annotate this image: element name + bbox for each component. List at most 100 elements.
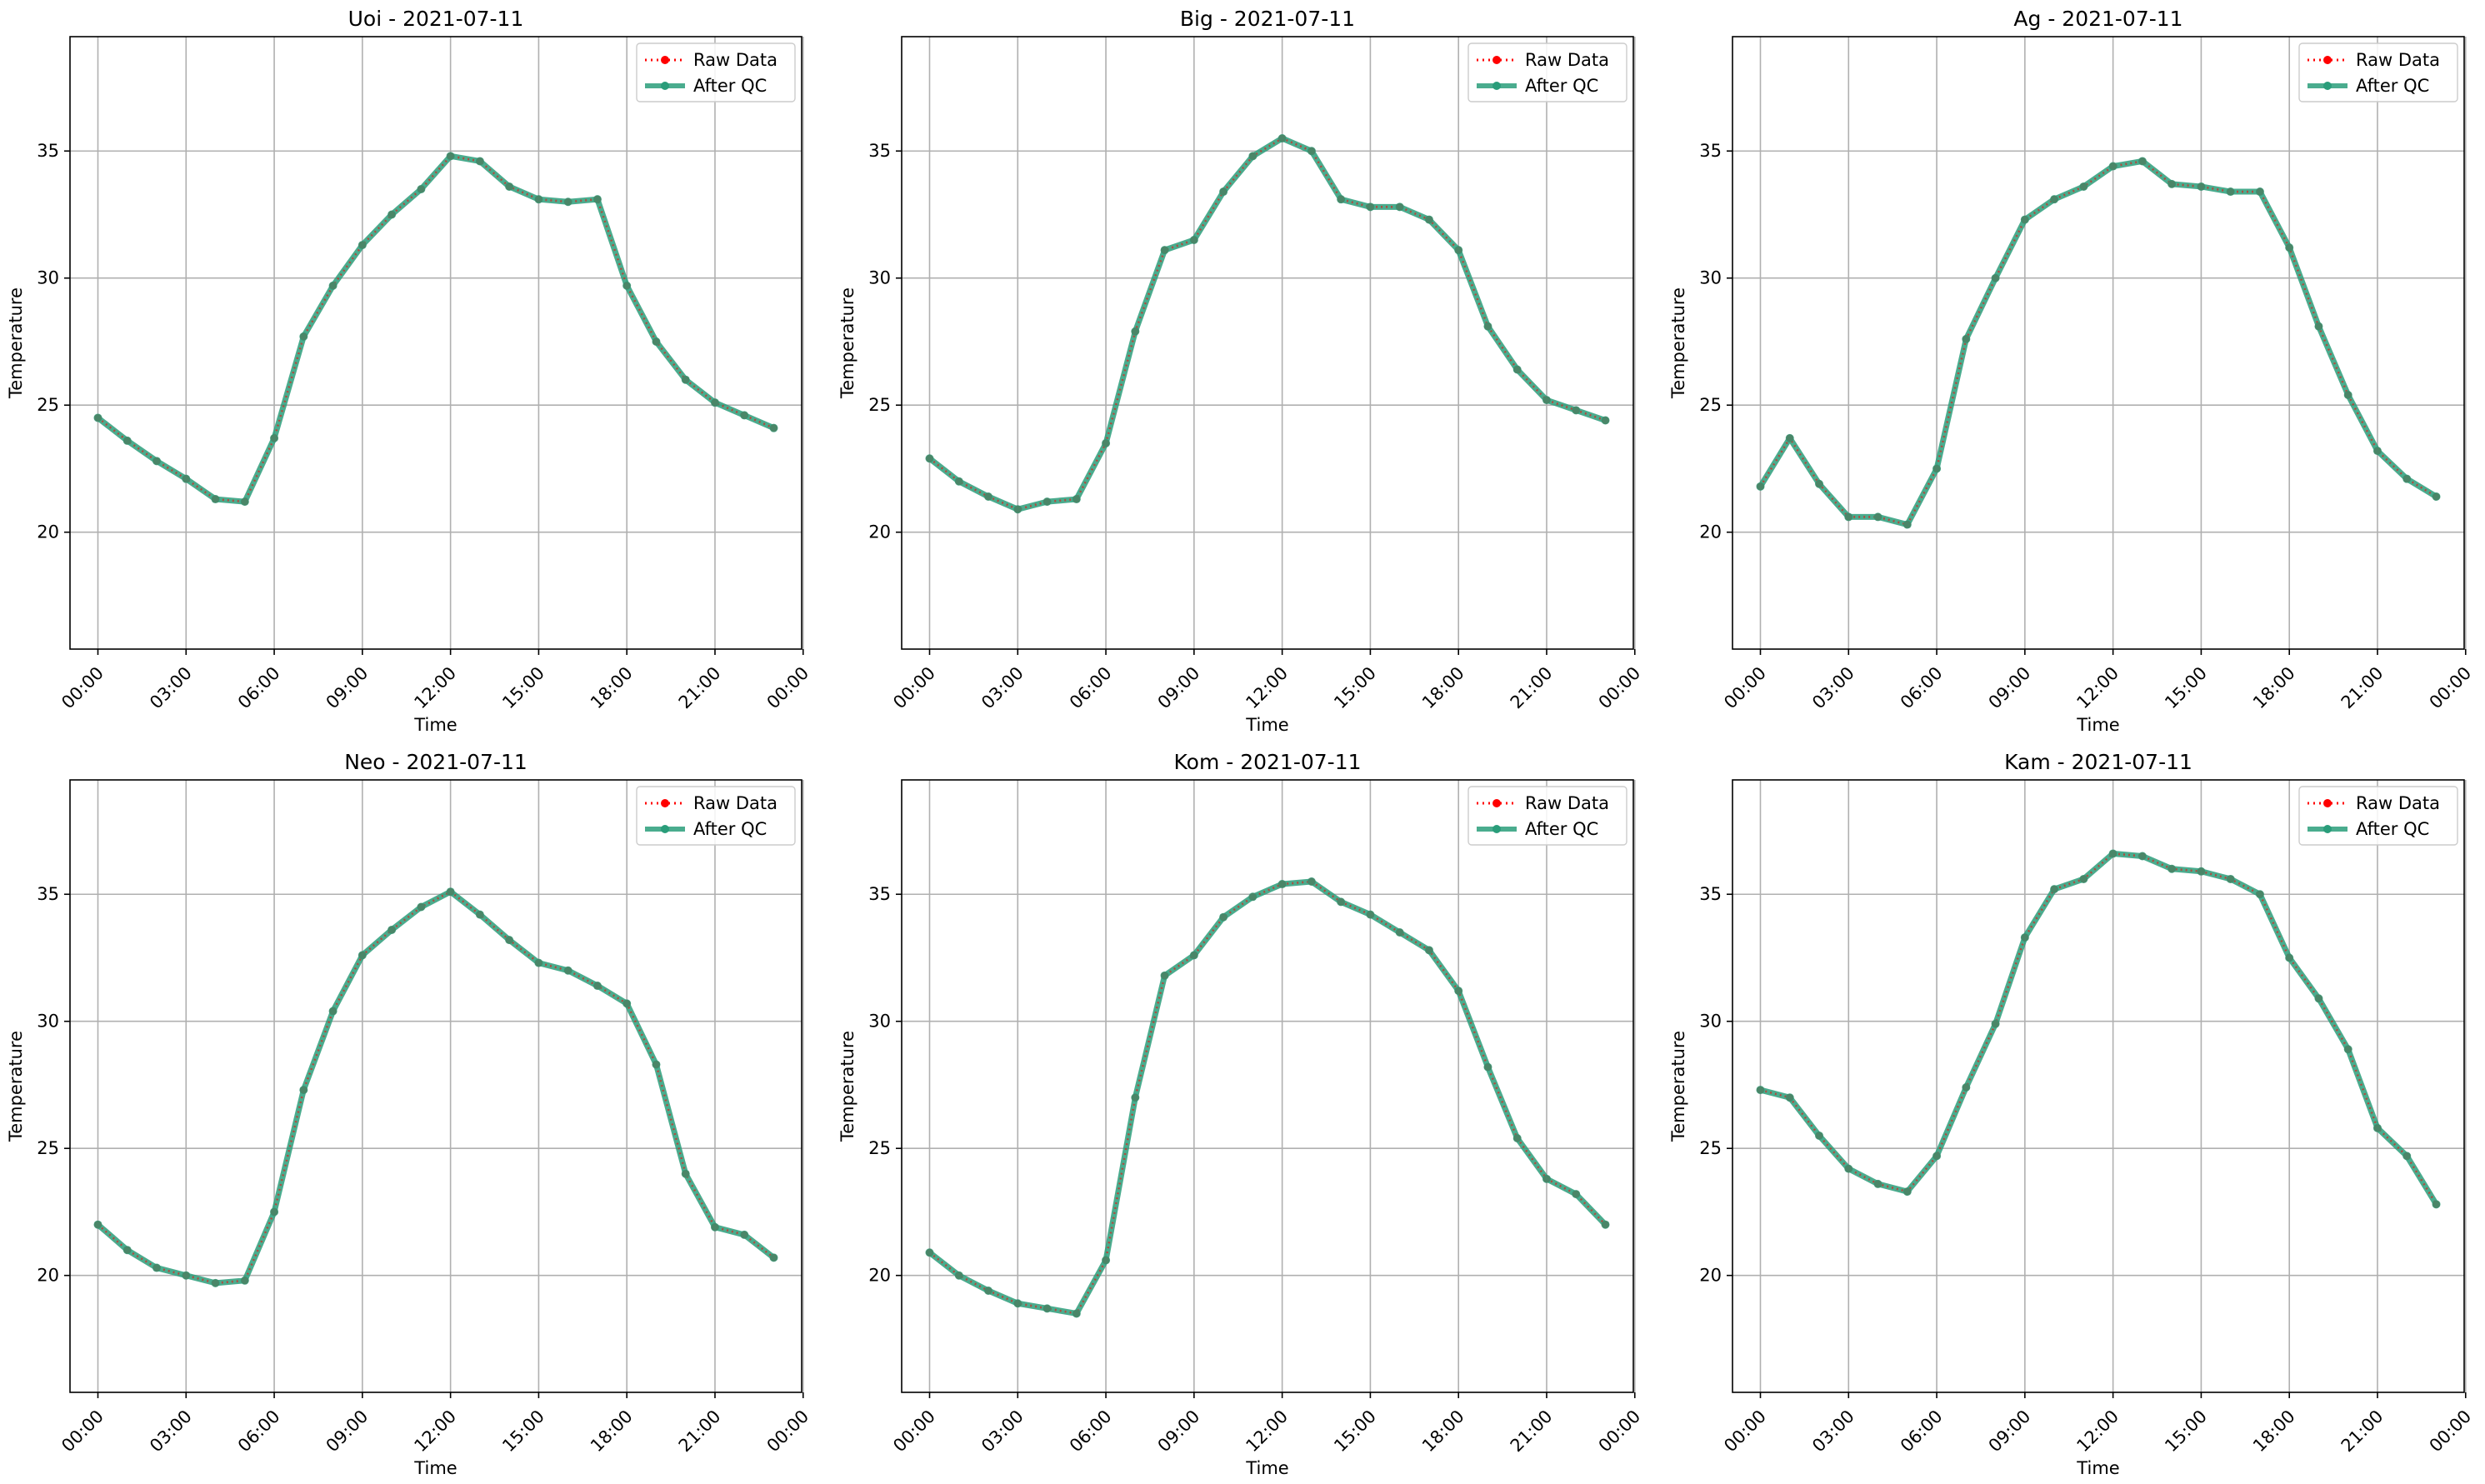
x-tick-label: 12:00	[1242, 663, 1292, 713]
point-after-qc	[681, 375, 690, 384]
point-after-qc	[417, 184, 426, 193]
point-after-qc	[270, 433, 279, 442]
point-after-qc	[1991, 1019, 2000, 1028]
y-tick-label: 35	[1699, 141, 1722, 161]
point-after-qc	[769, 1253, 778, 1262]
y-tick-label: 35	[868, 884, 891, 904]
x-tick-label: 03:00	[1808, 1407, 1858, 1457]
x-tick-label: 03:00	[978, 1407, 1028, 1457]
point-after-qc	[1366, 202, 1375, 212]
point-after-qc	[2079, 874, 2088, 883]
point-after-qc	[2050, 885, 2059, 894]
x-tick-label: 21:00	[2338, 663, 2388, 713]
point-after-qc	[1102, 1256, 1111, 1265]
x-tick-label: 21:00	[675, 663, 725, 713]
series-line-after-qc	[928, 135, 1607, 512]
point-after-qc	[1932, 1152, 1942, 1161]
x-tick-label: 00:00	[58, 1407, 108, 1457]
legend: Raw Data After QC	[1468, 42, 1628, 102]
point-after-qc	[534, 195, 543, 204]
point-after-qc	[2020, 933, 2029, 942]
legend: Raw Data After QC	[2298, 786, 2458, 846]
point-after-qc	[534, 958, 543, 967]
subplot-2: 00:00 03:00 06:00 09:00 12:00 15:00 18:00 21:00…	[838, 7, 1644, 735]
grid	[902, 780, 1636, 1392]
x-tick-label: 15:00	[498, 1407, 548, 1457]
legend-label-qc: After QC	[1525, 76, 1598, 96]
x-tick-label: 18:00	[1418, 663, 1468, 713]
point-after-qc	[1991, 273, 2000, 282]
point-after-qc	[1219, 912, 1228, 922]
x-tick-label: 03:00	[978, 663, 1028, 713]
chart-title: Kom - 2021-07-11	[1174, 750, 1362, 774]
grid	[902, 37, 1636, 649]
point-after-qc	[1815, 1131, 1824, 1140]
point-after-qc	[2402, 474, 2412, 483]
point-after-qc	[1815, 479, 1824, 488]
chart-title: Uoi - 2021-07-11	[348, 7, 524, 31]
y-tick-label: 20	[37, 522, 59, 542]
point-after-qc	[1542, 396, 1551, 405]
x-tick-label: 21:00	[675, 1407, 725, 1457]
y-tick-label: 35	[37, 141, 59, 161]
point-after-qc	[1395, 202, 1404, 212]
point-after-qc	[2372, 447, 2382, 456]
legend-marker-raw	[661, 56, 669, 64]
y-tick-label: 35	[868, 141, 891, 161]
y-axis-label: Temperature	[1668, 1031, 1688, 1142]
point-after-qc	[954, 1271, 963, 1280]
point-after-qc	[211, 495, 220, 504]
x-axis-label: Time	[2076, 1458, 2119, 1478]
point-after-qc	[93, 1220, 102, 1229]
y-tick-label: 30	[868, 1012, 891, 1032]
point-after-qc	[1844, 512, 1853, 522]
point-after-qc	[652, 337, 661, 346]
point-after-qc	[328, 1007, 338, 1016]
point-after-qc	[2314, 994, 2323, 1003]
point-after-qc	[1219, 187, 1228, 197]
y-tick-label: 20	[868, 522, 891, 542]
point-after-qc	[505, 182, 514, 191]
chart-title: Ag - 2021-07-11	[2013, 7, 2182, 31]
x-tick-label: 18:00	[587, 663, 637, 713]
point-after-qc	[1483, 1062, 1492, 1072]
y-tick-label: 25	[37, 395, 59, 415]
legend-label-qc: After QC	[2356, 819, 2429, 839]
x-tick-label: 06:00	[1897, 663, 1947, 713]
point-after-qc	[1483, 322, 1492, 331]
x-tick-label: 03:00	[146, 663, 196, 713]
x-tick-label: 00:00	[1595, 1407, 1645, 1457]
point-after-qc	[328, 281, 338, 290]
point-after-qc	[622, 999, 632, 1008]
x-tick-label: 12:00	[2072, 1407, 2122, 1457]
y-tick-label: 30	[37, 1012, 59, 1032]
point-after-qc	[1601, 416, 1610, 425]
subplot-6: 00:00 03:00 06:00 09:00 12:00 15:00 18:00 21:00…	[1668, 750, 2475, 1478]
point-after-qc	[182, 1271, 191, 1280]
point-after-qc	[1189, 235, 1198, 244]
point-after-qc	[1366, 910, 1375, 919]
point-after-qc	[1424, 946, 1433, 955]
legend-label-raw: Raw Data	[2356, 793, 2440, 813]
point-after-qc	[1512, 365, 1522, 374]
point-after-qc	[710, 1222, 719, 1232]
x-tick-label: 00:00	[2426, 1407, 2476, 1457]
point-after-qc	[740, 411, 749, 420]
series-line-raw-data	[1760, 852, 2438, 1205]
y-tick-label: 20	[1699, 1266, 1722, 1286]
point-after-qc	[2343, 1045, 2352, 1054]
y-tick-label: 20	[868, 1266, 891, 1286]
point-after-qc	[681, 1169, 690, 1178]
x-tick-label: 09:00	[1985, 1407, 2035, 1457]
grid	[70, 37, 804, 649]
x-tick-label: 00:00	[763, 663, 813, 713]
x-tick-label: 06:00	[1066, 1407, 1116, 1457]
point-after-qc	[2285, 953, 2294, 962]
point-after-qc	[1248, 892, 1258, 902]
legend-marker-qc	[661, 82, 669, 90]
point-after-qc	[270, 1207, 279, 1217]
point-after-qc	[769, 423, 778, 432]
y-axis-label: Temperature	[6, 287, 26, 399]
point-after-qc	[1160, 971, 1169, 980]
point-after-qc	[2432, 492, 2441, 502]
